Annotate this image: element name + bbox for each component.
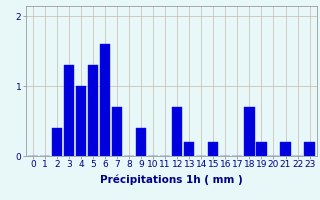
Bar (76, 86, 86, 156)
Bar (100, 44, 110, 156)
X-axis label: Précipitations 1h ( mm ): Précipitations 1h ( mm ) (100, 175, 243, 185)
Bar (136, 128, 146, 156)
Bar (112, 107, 122, 156)
Bar (88, 65, 98, 156)
Bar (256, 142, 267, 156)
Bar (280, 142, 291, 156)
Bar (208, 142, 219, 156)
Bar (52, 128, 62, 156)
Bar (172, 107, 182, 156)
Bar (244, 107, 254, 156)
Bar (64, 65, 74, 156)
Bar (184, 142, 194, 156)
Bar (304, 142, 315, 156)
